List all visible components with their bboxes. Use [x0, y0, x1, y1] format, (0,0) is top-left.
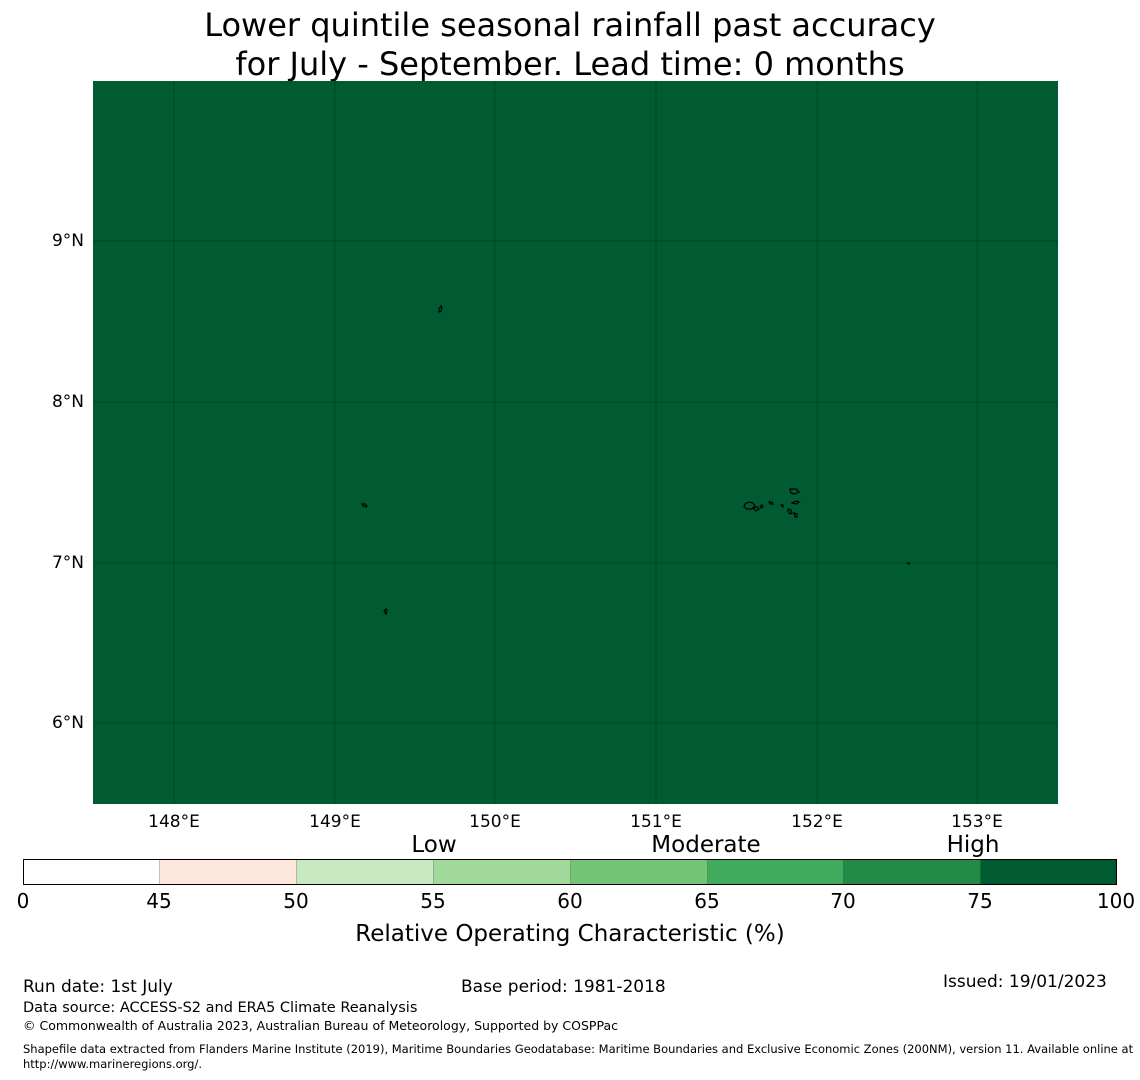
island-feature — [759, 504, 764, 509]
colorbar-segment-75-100 — [981, 860, 1116, 884]
issued-date: Issued: 19/01/2023 — [943, 972, 1107, 992]
colorbar-category-high: High — [946, 832, 1000, 858]
island-feature — [906, 562, 911, 565]
lat-label-6n: 6°N — [51, 713, 84, 733]
colorbar-tick-100: 100 — [1096, 889, 1136, 913]
map-title-line-2: for July - September. Lead time: 0 month… — [235, 45, 905, 83]
colorbar-segment-45-50 — [160, 860, 297, 884]
lat-label-8n: 8°N — [51, 392, 84, 412]
colorbar-category-low: Low — [411, 832, 457, 858]
colorbar-segment-55-60 — [434, 860, 571, 884]
lon-label-150e: 150°E — [469, 812, 521, 832]
base-period: Base period: 1981-2018 — [461, 977, 666, 997]
colorbar-tick-65: 65 — [694, 889, 720, 913]
colorbar-tick-50: 50 — [283, 889, 309, 913]
island-feature — [789, 488, 801, 495]
island-feature — [751, 506, 760, 512]
colorbar-tick-55: 55 — [420, 889, 446, 913]
colorbar-tick-70: 70 — [830, 889, 856, 913]
colorbar-segment-65-70 — [708, 860, 844, 884]
lon-label-148e: 148°E — [148, 812, 200, 832]
lon-label-151e: 151°E — [630, 812, 682, 832]
island-feature — [361, 503, 368, 508]
run-date: Run date: 1st July — [23, 977, 173, 997]
island-feature — [793, 512, 798, 518]
map-title-line-1: Lower quintile seasonal rainfall past ac… — [204, 6, 936, 44]
colorbar-axis-label: Relative Operating Characteristic (%) — [355, 921, 785, 947]
island-feature — [383, 607, 388, 616]
colorbar-segment-60-65 — [571, 860, 708, 884]
island-outlines — [361, 304, 911, 616]
colorbar-segment-70-75 — [844, 860, 981, 884]
map-canvas — [93, 81, 1058, 804]
island-cluster — [743, 488, 801, 518]
lat-label-9n: 9°N — [51, 231, 84, 251]
island-feature — [787, 508, 793, 515]
island-feature — [779, 504, 784, 509]
island-feature — [438, 304, 443, 313]
colorbar-segment-50-55 — [297, 860, 434, 884]
colorbar-segment-0-45 — [24, 860, 160, 884]
shapefile-credit: Shapefile data extracted from Flanders M… — [23, 1042, 1134, 1071]
colorbar — [23, 859, 1117, 885]
gridlines — [93, 81, 1058, 804]
data-source: Data source: ACCESS-S2 and ERA5 Climate … — [23, 1000, 418, 1016]
lat-label-7n: 7°N — [51, 553, 84, 573]
colorbar-tick-60: 60 — [557, 889, 583, 913]
colorbar-tick-45: 45 — [146, 889, 172, 913]
colorbar-tick-75: 75 — [967, 889, 993, 913]
island-feature — [790, 500, 801, 505]
colorbar-tick-0: 0 — [16, 889, 30, 913]
copyright-notice: © Commonwealth of Australia 2023, Austra… — [23, 1018, 618, 1033]
lon-label-152e: 152°E — [791, 812, 843, 832]
lon-label-153e: 153°E — [951, 812, 1003, 832]
map-panel — [93, 81, 1058, 804]
lon-label-149e: 149°E — [309, 812, 361, 832]
colorbar-category-moderate: Moderate — [651, 832, 761, 858]
island-feature — [768, 501, 774, 505]
